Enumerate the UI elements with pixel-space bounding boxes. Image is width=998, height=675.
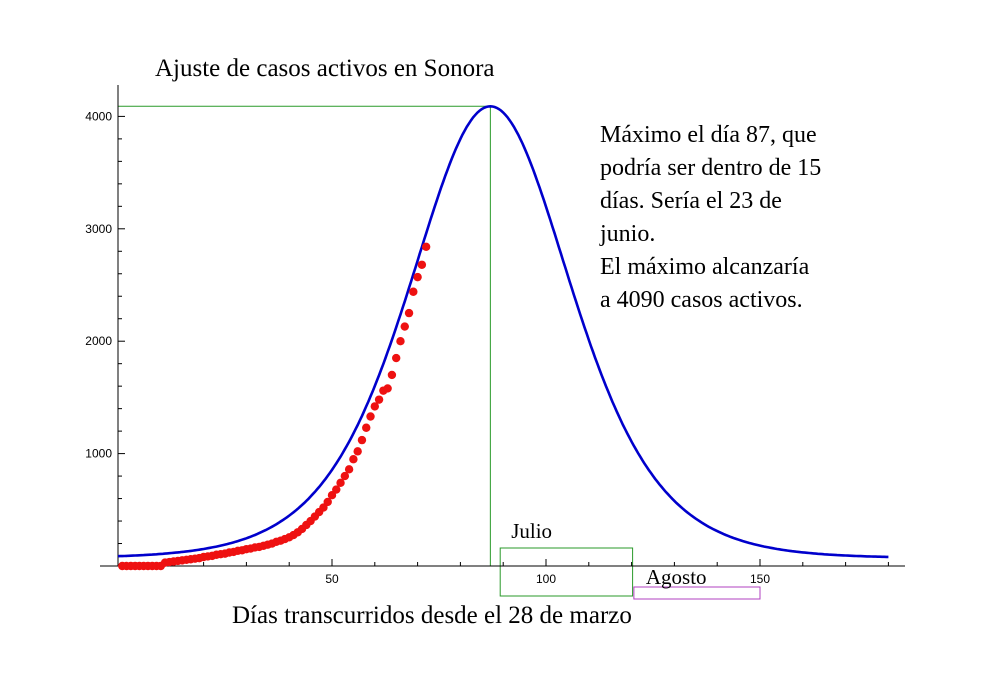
month-boxes: Julio Agosto [499,519,761,600]
data-point [387,370,397,380]
annotation-line: días. Sería el 23 de [600,188,782,214]
data-point [374,395,384,404]
data-point [332,485,341,494]
x-ticks: 50 100 150 [160,559,889,586]
data-points [118,242,431,571]
data-point [366,412,375,421]
data-point [409,287,418,296]
data-point [362,423,371,432]
annotation-line: junio. [599,221,655,247]
x-tick-label: 150 [750,572,770,586]
data-point [383,384,392,393]
annotation-line: El máximo alcanzaría [600,254,810,280]
data-point [417,260,427,269]
data-point [404,308,414,318]
fit-curve [117,104,889,559]
data-point [357,435,367,445]
annotation-line: a 4090 casos activos. [600,287,803,313]
month-box-agosto [633,586,761,600]
y-tick-label: 4000 [85,109,112,123]
x-tick-label: 50 [325,572,339,586]
y-ticks: 1000 2000 3000 4000 [85,109,125,545]
data-point [396,337,405,346]
annotation-line: Máximo el día 87, que [600,122,817,148]
data-point [400,322,409,331]
x-tick-label: 100 [536,572,556,586]
data-point [421,242,431,251]
data-point [370,402,379,411]
data-point [336,478,345,488]
peak-guides [118,105,491,566]
y-tick-label: 1000 [85,447,112,461]
annotation-line: podría ser dentro de 15 [600,155,821,181]
chart-title: Ajuste de casos activos en Sonora [155,55,495,82]
month-box-julio [499,547,634,597]
data-point [323,497,332,507]
axes: 50 100 150 1000 2000 3000 4000 [85,85,905,586]
data-point [392,353,401,363]
y-tick-label: 3000 [85,222,112,236]
y-tick-label: 2000 [85,334,112,348]
data-point [349,455,358,464]
data-point [353,447,362,456]
data-point [413,272,422,282]
data-point [344,465,354,474]
x-axis-label: Días transcurridos desde el 28 de marzo [232,602,632,629]
data-point [340,471,350,481]
month-label-agosto: Agosto [646,565,707,589]
month-label-julio: Julio [511,519,552,543]
annotation-text: Máximo el día 87, que podría ser dentro d… [599,122,821,313]
